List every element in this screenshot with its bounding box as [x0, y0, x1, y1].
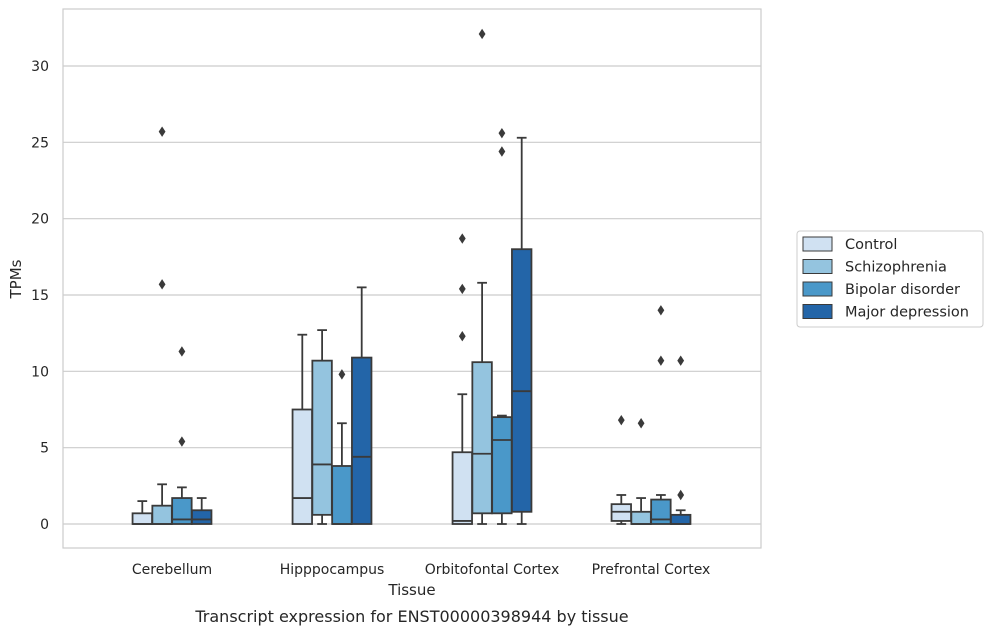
y-axis-label: TPMs: [7, 259, 25, 299]
chart-caption: Transcript expression for ENST0000039894…: [194, 607, 628, 626]
outlier-point: [458, 331, 466, 342]
y-tick-label: 15: [31, 288, 49, 304]
outlier-point: [657, 355, 665, 366]
outlier-point: [458, 233, 466, 244]
legend-swatch: [802, 236, 833, 252]
legend-frame: [796, 230, 984, 328]
category-group: [291, 286, 373, 525]
y-tick-label: 5: [40, 441, 49, 457]
outlier-point: [178, 346, 186, 357]
legend-swatch: [802, 304, 833, 319]
outlier-point: [657, 305, 665, 316]
outlier-point: [677, 489, 685, 501]
outlier-point: [637, 418, 645, 429]
box: [151, 504, 173, 525]
box-groups: [131, 28, 692, 525]
outlier-point: [338, 369, 346, 380]
y-tick-label: 10: [31, 364, 49, 380]
legend-swatch: [802, 281, 833, 297]
y-tick-label: 0: [40, 517, 49, 533]
box: [650, 498, 672, 525]
x-tick-label: Orbitofontal Cortex: [425, 562, 560, 578]
box: [331, 465, 353, 525]
legend-label: Major depression: [845, 305, 969, 321]
outlier-point: [677, 355, 685, 366]
category-group: [451, 28, 533, 525]
y-tick-label: 25: [31, 135, 49, 151]
y-tick-labels: 0 5 10 15 20 25 30: [31, 59, 49, 533]
legend: Control Schizophrenia Bipolar disorder Majo…: [796, 230, 984, 328]
category-group: [131, 126, 213, 525]
box: [511, 248, 533, 513]
category-group: [610, 305, 692, 525]
outlier-point: [498, 146, 506, 157]
y-tick-label: 20: [31, 212, 49, 228]
outlier-point: [478, 28, 486, 40]
box: [311, 359, 333, 516]
y-gridlines: [63, 65, 761, 525]
x-axis-label: Tissue: [387, 581, 435, 599]
legend-label: Bipolar disorder: [845, 282, 960, 298]
x-tick-label: Prefrontal Cortex: [592, 562, 711, 578]
box: [491, 416, 513, 515]
x-tick-labels: Cerebellum Hipppocampus Orbitofontal Corte…: [132, 562, 710, 578]
outlier-point: [498, 127, 506, 139]
box: [670, 513, 692, 525]
y-tick-label: 30: [31, 59, 49, 75]
legend-label: Schizophrenia: [845, 260, 947, 276]
box: [291, 408, 313, 525]
box: [630, 510, 652, 525]
plot-frame: [62, 8, 762, 549]
box: [191, 509, 213, 525]
legend-label: Control: [845, 237, 897, 253]
box: [131, 512, 153, 525]
outlier-point: [158, 126, 166, 137]
box: [451, 451, 473, 525]
x-tick-label: Hipppocampus: [280, 562, 385, 578]
outlier-point: [617, 414, 625, 426]
outlier-point: [458, 283, 466, 295]
legend-swatch: [802, 259, 833, 274]
x-tick-label: Cerebellum: [132, 562, 212, 578]
box: [471, 361, 493, 515]
box: [351, 356, 373, 525]
outlier-point: [178, 436, 186, 447]
outlier-point: [158, 279, 166, 290]
